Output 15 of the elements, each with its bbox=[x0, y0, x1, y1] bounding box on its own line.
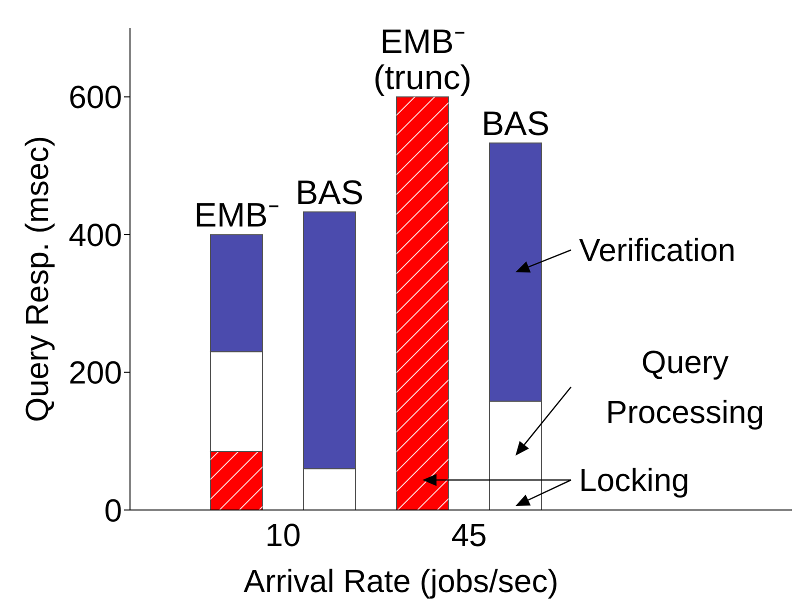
y-tick-label: 400 bbox=[68, 216, 122, 253]
y-tick-label: 600 bbox=[68, 79, 122, 116]
series-label: Verification bbox=[579, 232, 736, 268]
text: 10 bbox=[265, 517, 301, 553]
text: Locking bbox=[579, 462, 690, 498]
y-axis-title: Query Resp. (msec) bbox=[19, 136, 55, 422]
x-axis-title: Arrival Rate (jobs/sec) bbox=[244, 563, 558, 599]
text: Query Processing bbox=[606, 344, 764, 430]
x-tick-label: BAS bbox=[295, 174, 364, 212]
x-tick-label: BAS bbox=[481, 104, 550, 143]
y-tick-label: 200 bbox=[68, 354, 122, 391]
text: 45 bbox=[451, 517, 487, 553]
x-tick-label: EMB⁻ (trunc) bbox=[373, 22, 472, 97]
x-tick-label: EMB⁻ bbox=[194, 196, 279, 235]
y-tick-label: 0 bbox=[104, 492, 122, 528]
